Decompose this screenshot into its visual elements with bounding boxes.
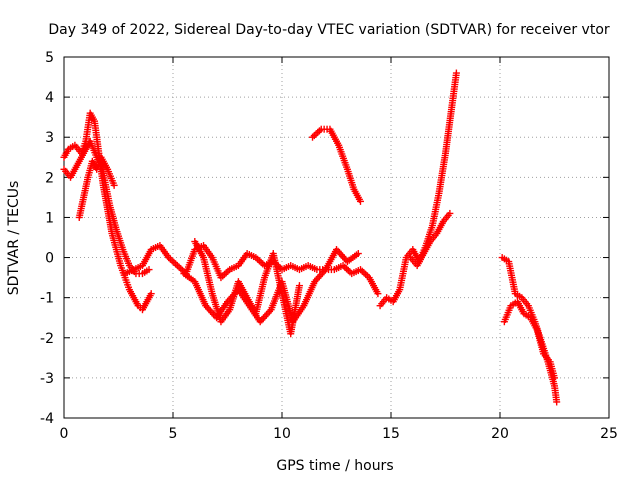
data-point bbox=[147, 290, 155, 298]
y-tick-label: 5 bbox=[45, 50, 54, 66]
data-point-fill bbox=[170, 258, 178, 266]
y-tick-label: 1 bbox=[45, 210, 54, 226]
data-point bbox=[173, 262, 181, 270]
y-tick-label: 3 bbox=[45, 130, 54, 146]
x-tick-label: 15 bbox=[382, 426, 400, 442]
data-point bbox=[309, 133, 317, 141]
x-tick-label: 25 bbox=[600, 426, 618, 442]
data-point bbox=[145, 266, 153, 274]
data-points bbox=[60, 69, 561, 406]
data-point-fill bbox=[220, 270, 228, 278]
y-tick-label: -2 bbox=[40, 331, 54, 347]
axis-ticks: 0 5 10 15 20 25 -4 -3 -2 -1 0 1 2 3 4 5 bbox=[40, 50, 618, 442]
data-point bbox=[374, 290, 382, 298]
y-tick-label: 2 bbox=[45, 170, 54, 186]
x-tick-label: 0 bbox=[60, 426, 69, 442]
data-point bbox=[446, 209, 454, 217]
data-point bbox=[295, 282, 303, 290]
grid-lines bbox=[64, 57, 609, 418]
y-axis-label: SDTVAR / TECUs bbox=[6, 181, 22, 296]
x-tick-label: 5 bbox=[169, 426, 178, 442]
y-tick-label: -3 bbox=[40, 371, 54, 387]
data-point-fill bbox=[310, 132, 318, 140]
x-tick-label: 10 bbox=[273, 426, 291, 442]
data-point bbox=[553, 398, 561, 406]
data-point-fill bbox=[314, 128, 322, 136]
plot-frame bbox=[63, 56, 610, 419]
data-point bbox=[110, 181, 118, 189]
x-axis-label: GPS time / hours bbox=[276, 458, 393, 474]
data-point bbox=[551, 374, 558, 382]
data-point-fill bbox=[222, 269, 230, 277]
y-tick-label: -1 bbox=[40, 291, 54, 307]
data-point-fill bbox=[312, 130, 320, 138]
y-tick-label: -4 bbox=[40, 411, 54, 427]
data-point-fill bbox=[255, 257, 263, 265]
data-point-fill bbox=[168, 257, 176, 265]
data-point-fill bbox=[315, 127, 323, 135]
data-point bbox=[354, 250, 362, 258]
data-point-fill bbox=[358, 267, 366, 275]
data-point-fill bbox=[175, 263, 183, 271]
y-tick-label: 4 bbox=[45, 90, 54, 106]
data-point-fill bbox=[362, 270, 370, 278]
chart-title: Day 349 of 2022, Sidereal Day-to-day VTE… bbox=[48, 22, 610, 38]
data-point bbox=[356, 197, 364, 205]
y-tick-label: 0 bbox=[45, 251, 54, 267]
x-tick-label: 20 bbox=[491, 426, 509, 442]
data-point bbox=[452, 69, 460, 77]
